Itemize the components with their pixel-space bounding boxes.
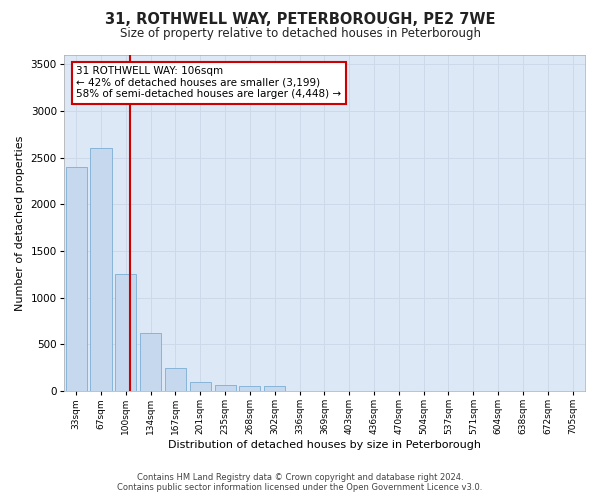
Text: 31 ROTHWELL WAY: 106sqm
← 42% of detached houses are smaller (3,199)
58% of semi: 31 ROTHWELL WAY: 106sqm ← 42% of detache… xyxy=(76,66,341,100)
Bar xyxy=(215,384,236,391)
Bar xyxy=(264,386,285,391)
Bar xyxy=(140,333,161,391)
Text: 31, ROTHWELL WAY, PETERBOROUGH, PE2 7WE: 31, ROTHWELL WAY, PETERBOROUGH, PE2 7WE xyxy=(105,12,495,28)
Y-axis label: Number of detached properties: Number of detached properties xyxy=(15,136,25,310)
Bar xyxy=(115,274,136,391)
Bar xyxy=(165,368,186,391)
Bar xyxy=(239,386,260,391)
Text: Contains HM Land Registry data © Crown copyright and database right 2024.
Contai: Contains HM Land Registry data © Crown c… xyxy=(118,473,482,492)
Bar xyxy=(91,148,112,391)
Text: Size of property relative to detached houses in Peterborough: Size of property relative to detached ho… xyxy=(119,28,481,40)
Bar xyxy=(190,382,211,391)
X-axis label: Distribution of detached houses by size in Peterborough: Distribution of detached houses by size … xyxy=(168,440,481,450)
Bar xyxy=(65,167,87,391)
